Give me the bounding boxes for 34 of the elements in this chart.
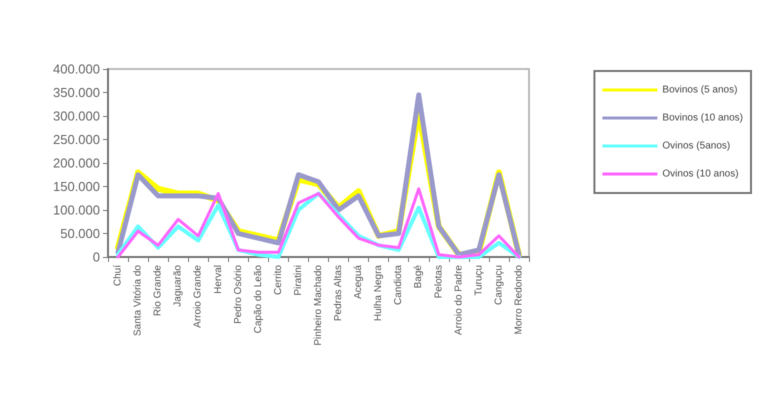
x-tick-label: Jaguarão	[172, 264, 184, 307]
x-tick-label: Pedro Osório	[232, 264, 244, 324]
text: Bovinos (10 anos)	[662, 112, 744, 124]
x-tick-label: Capão do Leão	[252, 264, 264, 334]
x-tick-label: Arroio Grande	[192, 264, 204, 328]
x-tick-label: Hulha Negra	[373, 264, 384, 322]
y-tick-label: 250.000	[53, 132, 100, 147]
x-tick-label: Candiota	[393, 264, 404, 306]
y-tick-label: 100.000	[53, 202, 100, 218]
x-tick-label: Aceguá	[353, 264, 364, 299]
y-tick-label: 150.000	[53, 179, 100, 194]
y-tick-label: 300.000	[53, 108, 100, 124]
text: Ovinos (5anos)	[662, 140, 730, 152]
x-tick-label: Chuí	[112, 264, 124, 286]
x-tick-label: Cerrito	[272, 264, 284, 296]
x-tick-label: Rio Grande	[152, 264, 164, 316]
x-tick-label: Canguçu	[493, 265, 504, 306]
x-tick-label: Arroio do Padre	[453, 264, 464, 336]
y-tick-label: 200.000	[53, 156, 100, 170]
x-tick-label: Pedras Altas	[333, 265, 344, 322]
x-tick-label: Bagé	[413, 264, 424, 288]
x-tick-label: Santa Vitória do	[132, 264, 144, 336]
x-tick-label: Morro Redondo	[513, 264, 524, 334]
text: Bovinos (5 anos)	[662, 84, 738, 96]
y-tick-label: 0	[92, 250, 100, 264]
x-tick-label: Herval	[212, 265, 224, 294]
y-tick-label: 350.000	[53, 85, 100, 100]
x-tick-label: Piratini	[292, 265, 304, 296]
y-tick-label: 50.000	[60, 226, 100, 241]
x-tick-label: Turuçu	[473, 265, 484, 296]
y-tick-label: 400.000	[53, 62, 100, 76]
x-tick-label: Pinheiro Machado	[313, 264, 324, 346]
text: Ovinos (10 anos)	[662, 168, 739, 180]
x-tick-label: Pelotas	[433, 265, 444, 298]
